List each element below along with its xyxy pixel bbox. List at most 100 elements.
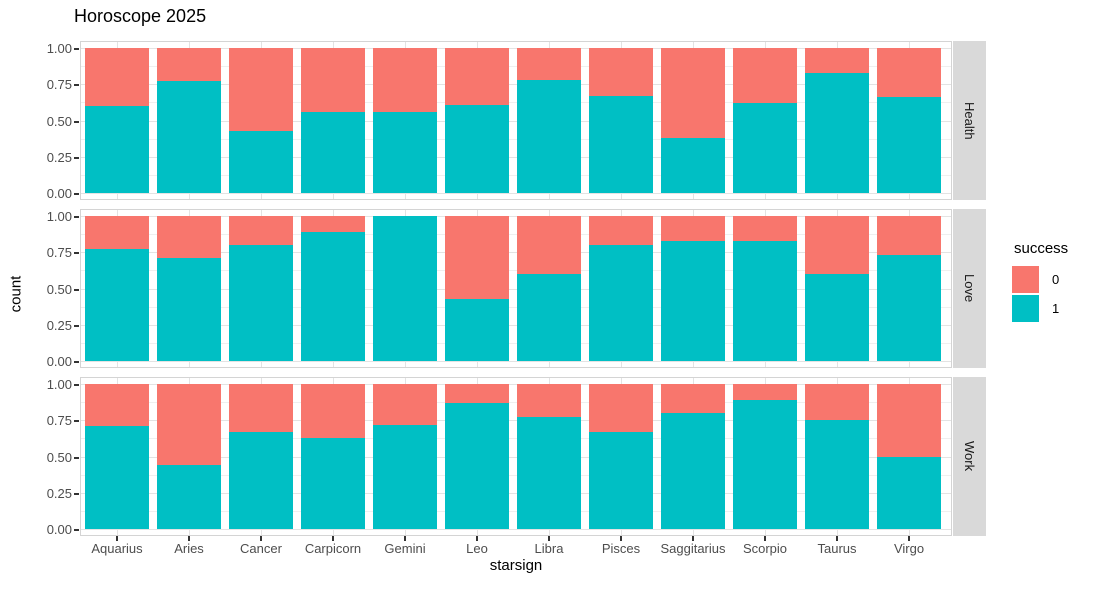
y-axis-tick-label: 1.00	[46, 377, 72, 392]
legend-key-0: 0	[1012, 266, 1068, 293]
bar-segment-success-1	[661, 240, 725, 361]
bar-segment-success-0	[301, 384, 365, 438]
bar-segment-success-0	[157, 216, 221, 259]
legend-title: success	[1014, 240, 1069, 257]
bar-segment-success-1	[517, 79, 581, 193]
gridline-major	[81, 48, 951, 49]
bar-segment-success-1	[85, 106, 149, 193]
gridline-minor	[81, 234, 951, 236]
bar-segment-success-1	[373, 216, 437, 361]
y-axis-tick	[74, 156, 79, 159]
bar-segment-success-0	[517, 48, 581, 80]
facet-strip-love: Love	[953, 209, 986, 368]
facet-strip-health: Health	[953, 41, 986, 200]
bar-segment-success-0	[877, 48, 941, 98]
bar-segment-success-1	[805, 72, 869, 193]
bar-segment-success-0	[85, 48, 149, 106]
y-axis-tick	[74, 420, 79, 423]
bar-segment-success-1	[301, 231, 365, 361]
gridline-major	[81, 288, 951, 290]
bar-segment-success-1	[733, 103, 797, 193]
y-axis-tick-label: 0.50	[46, 113, 72, 129]
x-axis-tick	[188, 536, 190, 541]
bar-segment-success-1	[301, 111, 365, 193]
gridline-minor	[81, 438, 951, 440]
gridline-major	[81, 216, 951, 217]
bar-segment-success-0	[589, 384, 653, 432]
bar-segment-success-0	[733, 216, 797, 241]
bar-segment-success-0	[85, 384, 149, 427]
x-axis-tick-label: Cancer	[240, 541, 282, 556]
bar-segment-success-0	[589, 48, 653, 96]
x-axis-tick-label: Aries	[174, 541, 204, 556]
x-axis-tick-label: Leo	[466, 541, 488, 556]
facet-strip-label: Work	[962, 441, 977, 472]
gridline-major	[81, 492, 951, 494]
bar-segment-success-1	[157, 465, 221, 529]
bar-segment-success-0	[733, 48, 797, 104]
y-axis-tick	[74, 216, 79, 218]
bar-segment-success-1	[589, 245, 653, 361]
bar-segment-success-1	[517, 417, 581, 529]
gridline-minor	[81, 174, 951, 176]
x-axis-tick	[620, 536, 622, 541]
bar-segment-success-1	[301, 437, 365, 529]
gridline-major	[81, 384, 951, 385]
x-axis-tick	[764, 536, 766, 541]
gridline-major	[81, 156, 951, 158]
legend-key-label: 1	[1052, 301, 1060, 316]
legend: success 0 1	[1012, 240, 1068, 324]
bar-segment-success-0	[661, 216, 725, 241]
gridline-major	[81, 193, 951, 194]
x-axis-title: starsign	[489, 557, 543, 574]
bar-segment-success-0	[661, 48, 725, 138]
y-axis-tick-label: 0.00	[46, 186, 72, 201]
bar-segment-success-0	[877, 384, 941, 457]
y-axis-tick	[74, 120, 79, 123]
gridline-minor	[81, 402, 951, 404]
bar-segment-success-1	[661, 137, 725, 193]
gridline-minor	[81, 306, 951, 308]
bar-segment-success-0	[229, 216, 293, 245]
x-axis-tick-label: Carpicorn	[304, 541, 362, 556]
y-axis-tick-label: 0.25	[46, 149, 72, 165]
x-axis-tick-label: Libra	[534, 541, 564, 556]
legend-swatch	[1012, 266, 1039, 293]
gridline-major	[81, 456, 951, 458]
y-axis-tick-label: 1.00	[46, 209, 72, 224]
bar-segment-success-1	[733, 240, 797, 361]
bar-segment-success-1	[877, 456, 941, 529]
bar-segment-success-1	[157, 81, 221, 193]
gridline-major	[81, 252, 951, 254]
y-axis-tick	[74, 193, 79, 195]
chart-title: Horoscope 2025	[74, 6, 207, 26]
bar-segment-success-0	[157, 384, 221, 466]
x-axis-tick-label: Pisces	[601, 541, 641, 556]
x-axis-tick	[332, 536, 334, 541]
y-axis-tick	[74, 384, 79, 386]
gridline-minor	[81, 102, 951, 104]
y-axis-tick	[74, 84, 79, 87]
bar-segment-success-1	[157, 258, 221, 361]
x-axis-tick-label: Scorpio	[742, 541, 788, 556]
bar-segment-success-0	[301, 48, 365, 112]
legend-swatch	[1012, 295, 1039, 322]
bar-segment-success-0	[517, 384, 581, 418]
bar-segment-success-0	[589, 216, 653, 245]
y-axis-tick	[74, 252, 79, 255]
y-axis-tick	[74, 48, 79, 50]
bar-segment-success-1	[805, 420, 869, 529]
bar-segment-success-1	[373, 424, 437, 529]
bar-segment-success-1	[877, 255, 941, 361]
x-axis-tick	[692, 536, 694, 541]
y-axis-tick-label: 0.50	[46, 449, 72, 465]
y-axis-tick	[74, 324, 79, 327]
x-axis-tick	[404, 536, 406, 541]
bar-segment-success-0	[373, 48, 437, 112]
bar-segment-success-1	[445, 104, 509, 193]
y-axis-tick-label: 0.00	[46, 354, 72, 369]
x-axis-tick	[836, 536, 838, 541]
facet-row-love: 1.00 0.75 0.50 0.25 0.00 Love	[0, 209, 1106, 369]
bar-segment-success-0	[805, 48, 869, 73]
